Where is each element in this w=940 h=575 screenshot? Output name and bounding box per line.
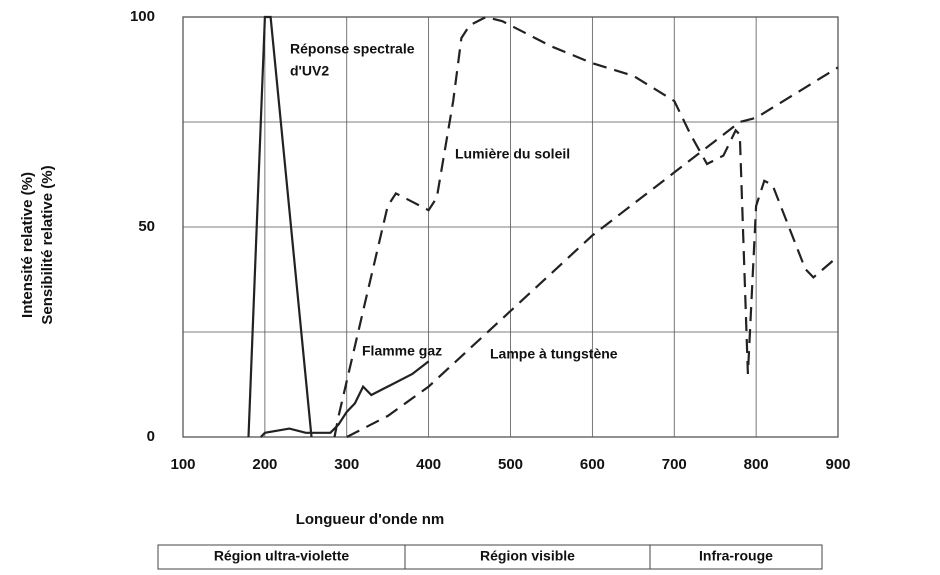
line-series [346,66,839,438]
region-box [157,544,406,570]
x-tick-label: 100 [170,456,195,473]
line-series [333,15,839,438]
x-tick-label: 800 [744,456,769,473]
series-label: Flamme gaz [362,343,442,359]
line-series [247,15,313,438]
series-label: Réponse spectrale [290,41,415,57]
region-label: Région ultra-violette [214,548,350,564]
x-tick-label: 700 [662,456,687,473]
region-box [649,544,823,570]
x-tick-label: 400 [416,456,441,473]
series-label: Lumière du soleil [455,146,570,162]
region-label: Infra-rouge [699,548,773,564]
x-tick-label: 300 [334,456,359,473]
region-label: Région visible [480,548,575,564]
y-axis-label: Intensité relative (%) [19,172,36,318]
y-axis-label: Sensibilité relative (%) [39,165,56,324]
x-tick-label: 900 [825,456,850,473]
region-box [404,544,651,570]
line-series [260,360,430,438]
x-axis-label: Longueur d'onde nm [296,511,445,528]
series-label: d'UV2 [290,63,329,79]
y-tick-label: 50 [138,218,155,235]
y-tick-label: 0 [147,428,155,445]
x-tick-label: 500 [498,456,523,473]
y-tick-label: 100 [130,8,155,25]
x-tick-label: 600 [580,456,605,473]
x-tick-label: 200 [252,456,277,473]
series-label: Lampe à tungstène [490,346,618,362]
